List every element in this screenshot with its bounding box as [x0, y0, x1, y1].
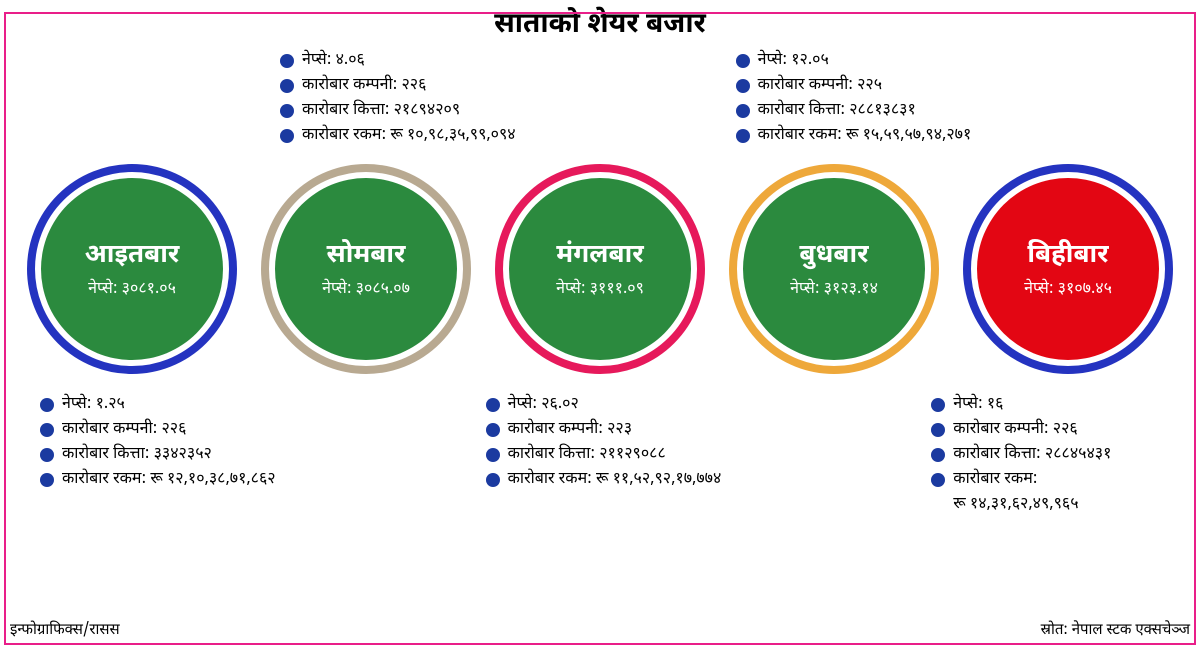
day-circle-monday: सोमबार नेप्से: ३०८५.०७ [261, 164, 471, 374]
day-name: बिहीबार [1027, 239, 1108, 273]
day-sub: नेप्से: ३१११.०९ [556, 279, 644, 300]
disc: मंगलबार नेप्से: ३१११.०९ [509, 178, 691, 360]
day-circle-tuesday: मंगलबार नेप्से: ३१११.०९ [495, 164, 705, 374]
day-sub: नेप्से: ३०८५.०७ [322, 279, 410, 300]
day-name: आइतबार [85, 239, 180, 273]
day-name: बुधबार [799, 239, 868, 273]
disc: बिहीबार नेप्से: ३१०७.४५ [977, 178, 1159, 360]
day-circle-sunday: आइतबार नेप्से: ३०८१.०५ [27, 164, 237, 374]
circles-row: आइतबार नेप्से: ३०८१.०५ सोमबार नेप्से: ३०… [0, 164, 1200, 374]
day-name: मंगलबार [556, 239, 643, 273]
disc: आइतबार नेप्से: ३०८१.०५ [41, 178, 223, 360]
day-sub: नेप्से: ३१२३.१४ [790, 279, 878, 300]
day-circle-wednesday: बुधबार नेप्से: ३१२३.१४ [729, 164, 939, 374]
day-circle-thursday: बिहीबार नेप्से: ३१०७.४५ [963, 164, 1173, 374]
disc: बुधबार नेप्से: ३१२३.१४ [743, 178, 925, 360]
day-sub: नेप्से: ३०८१.०५ [88, 279, 176, 300]
day-name: सोमबार [327, 239, 406, 273]
day-sub: नेप्से: ३१०७.४५ [1024, 279, 1112, 300]
footer-credit-left: इन्फोग्राफिक्स/रासस [10, 622, 120, 641]
footer-credit-right: स्रोत: नेपाल स्टक एक्सचेञ्ज [1041, 622, 1190, 641]
disc: सोमबार नेप्से: ३०८५.०७ [275, 178, 457, 360]
